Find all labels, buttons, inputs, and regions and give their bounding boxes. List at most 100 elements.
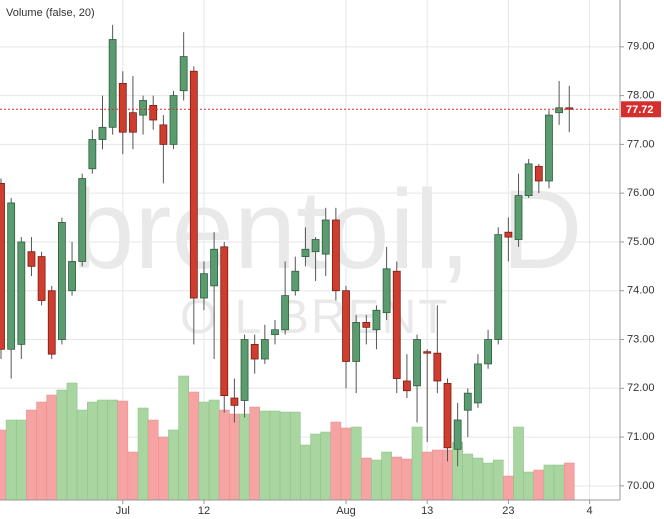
volume-bar [381,451,392,500]
volume-bar [208,399,220,500]
candle-body [463,392,472,411]
volume-bar [279,411,291,500]
candle-body [27,251,36,267]
candle-body [514,195,523,240]
y-tick-label: 72.00 [627,382,655,394]
volume-bar [523,471,534,500]
volume-bar [320,431,332,500]
candle-layer [0,24,574,467]
candle-body [260,339,269,360]
candle-body [301,248,310,257]
candle-body [118,83,127,133]
candle-body [271,329,279,336]
candle-body [230,397,239,406]
volume-bar [107,399,118,500]
candle-body [159,124,168,145]
volume-layer [0,375,575,500]
x-tick-label: Aug [336,505,356,517]
x-tick-label: 23 [502,505,514,517]
candle-body [534,165,543,182]
volume-bar [5,419,17,500]
y-tick-label: 76.00 [627,187,655,199]
last-price-label: 77.72 [626,104,654,116]
candle-body [291,270,300,292]
candle-body [524,163,533,197]
volume-bar [269,410,281,500]
volume-bar [563,462,575,500]
candle-body [494,234,503,340]
volume-bar [482,462,494,500]
candle-body [504,231,513,238]
candle-body [484,339,492,365]
candle-body [392,270,401,379]
candle-body [331,219,340,292]
candle-body [88,139,97,170]
y-tick-label: 74.00 [627,285,655,297]
candle-body [372,309,381,331]
volume-bar [472,457,484,500]
candle-body [149,104,158,121]
candle-body [453,419,462,450]
x-tick-label: 13 [421,505,433,517]
volume-bar [330,421,342,500]
candle-body [433,352,442,382]
candle-body [413,339,421,387]
candle-body [37,256,46,301]
volume-bar [432,449,443,500]
candle-body [78,178,87,262]
volume-bar [462,453,474,500]
volume-bar [147,419,159,500]
volume-bar [178,375,189,500]
candle-body [281,295,290,331]
y-tick-label: 77.00 [627,138,655,150]
volume-bar [360,457,372,500]
candle-body [555,107,564,114]
candle-body [220,246,229,397]
volume-bar [15,419,27,500]
indicator-label: Volume (false, 20) [6,7,95,19]
volume-bar [289,411,301,500]
y-tick-label: 78.00 [627,90,655,102]
volume-bar [117,400,129,500]
volume-bar [239,413,250,500]
candle-body [200,273,208,299]
candle-body [321,219,330,255]
candle-body [139,100,147,116]
candle-body [210,248,219,287]
volume-bar [310,433,321,500]
volume-bar [168,429,179,500]
candle-body [352,322,361,362]
volume-bar [218,409,230,500]
candle-body [362,322,371,328]
y-tick-label: 70.00 [627,480,655,492]
volume-bar [46,394,58,500]
volume-bar [87,401,98,500]
y-tick-label: 73.00 [627,333,655,345]
candle-body [108,39,117,128]
volume-bar [401,458,413,500]
candle-body [423,351,432,354]
volume-bar [229,413,240,500]
volume-bar [543,464,555,500]
candle-body [68,261,76,292]
volume-bar [56,389,68,500]
y-tick-label: 79.00 [627,41,655,53]
volume-bar [391,456,403,500]
volume-bar [492,459,504,500]
candle-body [0,183,5,350]
volume-bar [533,469,545,500]
volume-bar [127,451,139,500]
volume-bar [158,436,169,500]
volume-bar [188,391,200,500]
volume-bar [26,409,37,500]
volume-bar [0,429,7,500]
volume-bar [340,427,352,500]
volume-bar [300,444,311,500]
candle-body [189,70,198,299]
volume-bar [97,399,108,500]
candle-body [342,290,350,362]
volume-bar [36,401,47,500]
candle-body [179,56,188,92]
candle-body [443,383,452,449]
